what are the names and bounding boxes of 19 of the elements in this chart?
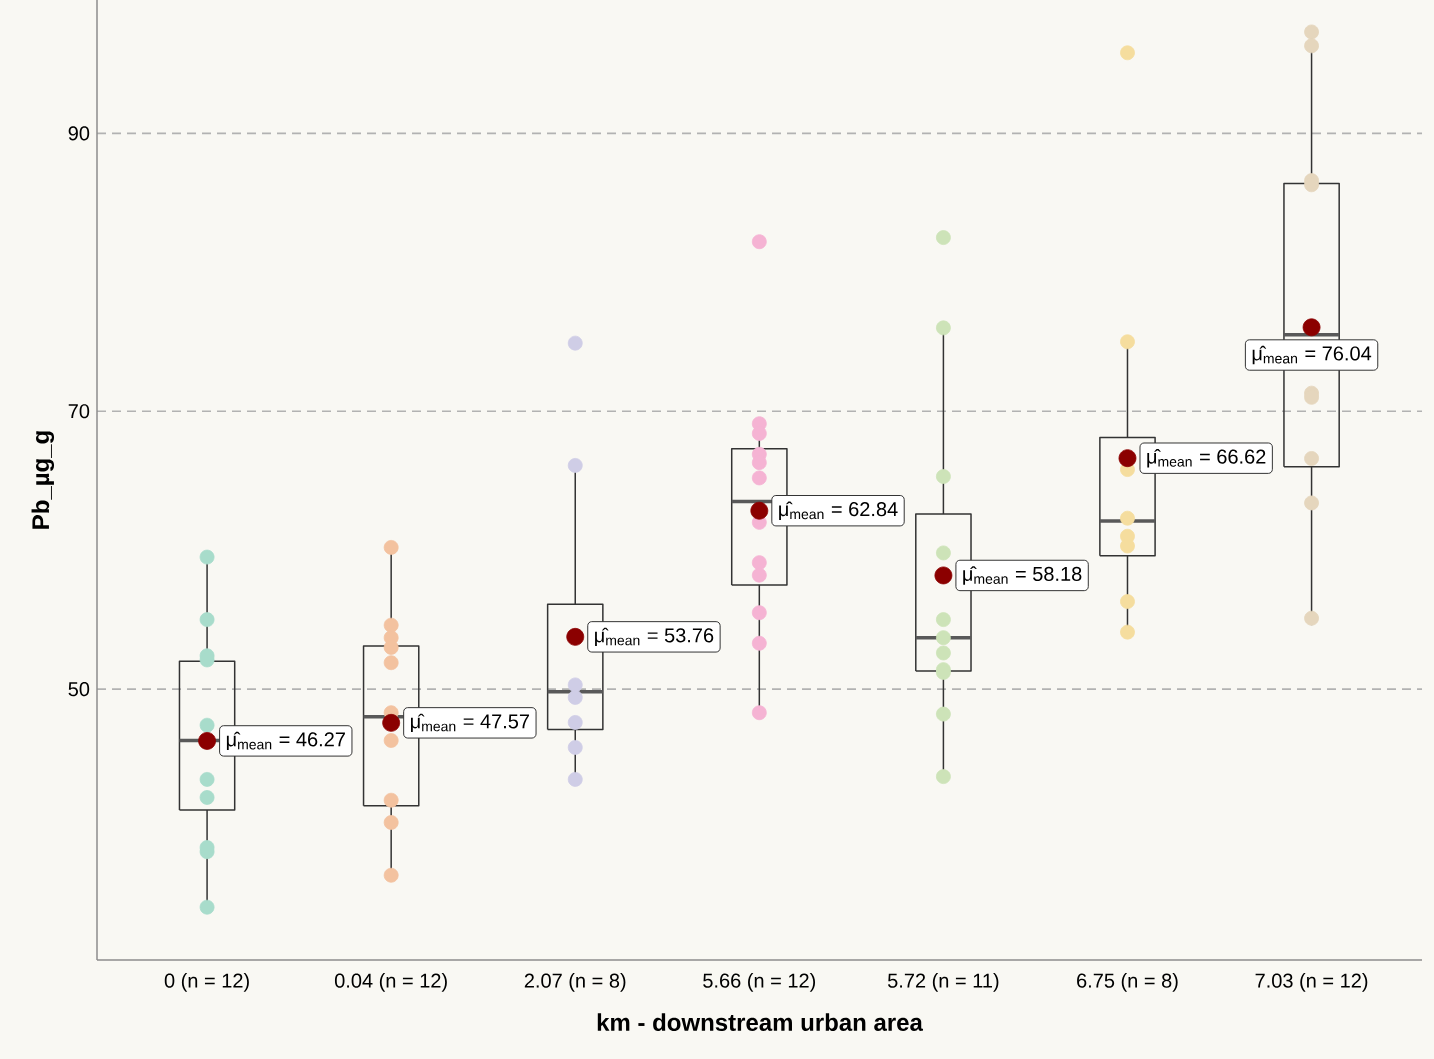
x-tick-label: 6.75 (n = 8) — [1077, 973, 1178, 992]
annotation: μ̂$_{mean}$ = 47.57 — [411, 713, 530, 733]
annotation: μ̂$_{mean}$ = 76.04 — [1252, 345, 1372, 365]
annotation: μ̂$_{mean}$ = 46.27 — [226, 731, 345, 751]
annotation: μ̂$_{mean}$ = 62.84 — [779, 501, 898, 520]
y-axis-title: Pb_µg_g — [31, 431, 55, 529]
annotation: μ̂$_{mean}$ = 66.62 — [1147, 448, 1266, 468]
x-tick-label: 0.04 (n = 12) — [334, 973, 447, 992]
y-tick-label: 50 — [68, 682, 90, 697]
x-tick-label: 2.07 (n = 8) — [524, 973, 626, 992]
x-axis-title: km - downstream urban area — [597, 1013, 924, 1031]
annotation: μ̂$_{mean}$ = 58.18 — [963, 566, 1082, 585]
x-tick-label: 5.72 (n = 11) — [887, 973, 999, 992]
y-tick-label: 90 — [68, 126, 90, 141]
y-tick-label: 70 — [68, 404, 90, 419]
x-tick-label: 0 (n = 12) — [164, 973, 249, 992]
x-tick-label: 7.03 (n = 12) — [1255, 973, 1368, 992]
annotation: μ̂$_{mean}$ = 53.76 — [595, 627, 714, 647]
x-tick-label: 5.66 (n = 12) — [703, 973, 816, 992]
